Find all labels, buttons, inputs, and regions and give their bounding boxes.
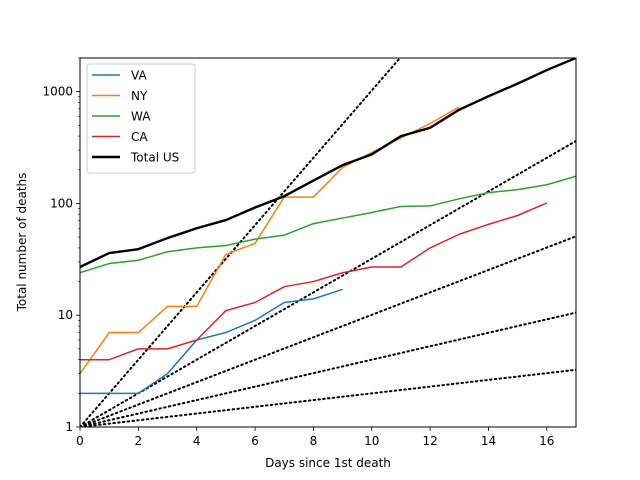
reference-line-1d	[80, 58, 402, 427]
x-tick-label: 12	[422, 434, 437, 448]
x-axis: 0 2 4 6 8 10 12 14 16	[76, 427, 554, 448]
y-axis-label: Total number of deaths	[15, 173, 29, 313]
legend: VA NY WA CA Total US	[86, 63, 196, 174]
legend-label-ny: NY	[131, 89, 148, 103]
y-tick-label: 100	[50, 196, 73, 210]
x-tick-label: 10	[364, 434, 379, 448]
series-line-total-us	[80, 58, 576, 269]
legend-label-wa: WA	[131, 110, 151, 124]
x-tick-label: 8	[310, 434, 318, 448]
y-tick-label: 1000	[42, 85, 73, 99]
reference-line-5d	[80, 311, 576, 427]
x-tick-label: 6	[251, 434, 259, 448]
reference-line-2d	[80, 139, 576, 427]
y-tick-label: 1	[65, 420, 73, 434]
reference-lines	[80, 58, 576, 427]
reference-line-10d	[80, 368, 576, 427]
legend-label-ca: CA	[131, 130, 148, 144]
series-line-va	[80, 288, 343, 395]
x-tick-label: 14	[481, 434, 496, 448]
reference-line-3d	[80, 235, 576, 427]
legend-label-va: VA	[131, 69, 147, 83]
x-tick-label: 16	[539, 434, 554, 448]
plot-frame	[79, 57, 577, 428]
x-axis-label: Days since 1st death	[265, 456, 391, 470]
series-lines	[80, 58, 576, 395]
legend-box	[86, 63, 196, 174]
x-tick-label: 2	[135, 434, 143, 448]
x-tick-label: 4	[193, 434, 201, 448]
legend-label-total-us: Total US	[130, 151, 179, 165]
series-line-wa	[80, 175, 576, 274]
series-line-ca	[80, 202, 548, 361]
y-axis: 1 10 100 1000	[42, 57, 80, 434]
x-tick-label: 0	[76, 434, 84, 448]
y-tick-label: 10	[58, 308, 73, 322]
